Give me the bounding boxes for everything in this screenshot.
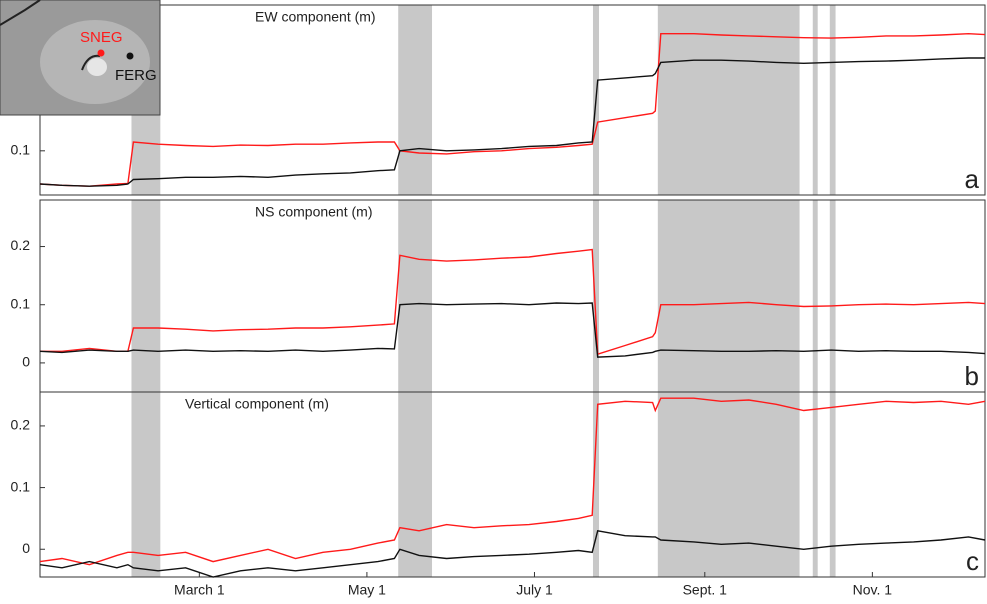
shaded-period [658, 392, 800, 577]
shaded-period [813, 5, 818, 195]
legend-label: FERG [115, 67, 157, 84]
panel-title: EW component (m) [255, 9, 376, 25]
panel-frame [40, 392, 985, 577]
shaded-period [658, 200, 800, 392]
shaded-period [830, 200, 836, 392]
x-tick-label: March 1 [174, 582, 225, 598]
station-marker [98, 50, 105, 57]
series-line [40, 58, 985, 186]
shaded-period [813, 392, 818, 577]
y-tick-label: 0.1 [11, 142, 31, 158]
panel-letter: a [965, 164, 980, 194]
panel-frame [40, 200, 985, 392]
series-line [40, 398, 985, 565]
y-tick-label: 0 [22, 540, 30, 556]
x-tick-label: July 1 [516, 582, 553, 598]
y-tick-label: 0.1 [11, 478, 31, 494]
series-line [40, 34, 985, 187]
y-tick-label: 0.2 [11, 417, 31, 433]
panel-letter: b [965, 361, 979, 391]
legend-label: SNEG [80, 29, 123, 46]
shaded-period [813, 200, 818, 392]
shaded-period [830, 392, 836, 577]
shaded-period [830, 5, 836, 195]
shaded-period [593, 200, 599, 392]
series-line [40, 303, 985, 357]
series-line [40, 250, 985, 355]
x-tick-label: May 1 [348, 582, 386, 598]
station-marker [127, 53, 134, 60]
y-tick-label: 0.1 [11, 295, 31, 311]
panel-frame [40, 5, 985, 195]
shaded-period [131, 392, 160, 577]
inset-crater [87, 58, 107, 76]
panel-title: NS component (m) [255, 204, 372, 220]
x-tick-label: Nov. 1 [853, 582, 893, 598]
x-tick-label: Sept. 1 [683, 582, 728, 598]
shaded-period [398, 392, 432, 577]
panel-letter: c [966, 546, 979, 576]
y-tick-label: 0 [22, 354, 30, 370]
shaded-period [131, 200, 160, 392]
shaded-period [398, 5, 432, 195]
series-line [40, 531, 985, 577]
chart: 0.10.20.30.4EW component (m)a00.10.2NS c… [0, 0, 987, 604]
shaded-period [398, 200, 432, 392]
y-tick-label: 0.2 [11, 237, 31, 253]
panel-title: Vertical component (m) [185, 396, 329, 412]
